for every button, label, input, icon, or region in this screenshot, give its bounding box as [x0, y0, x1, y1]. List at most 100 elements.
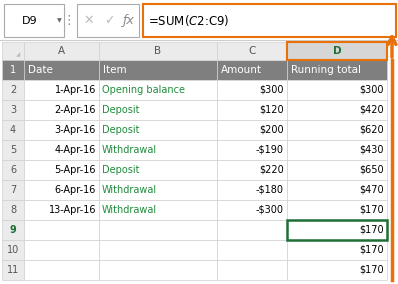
Bar [287, 200, 387, 220]
Bar [99, 100, 217, 120]
Bar [2, 200, 24, 220]
Text: -$180: -$180 [256, 185, 284, 195]
Text: 2: 2 [10, 85, 16, 95]
Text: 7: 7 [10, 185, 16, 195]
Bar [2, 42, 24, 60]
Text: Withdrawal: Withdrawal [102, 145, 157, 155]
Bar [287, 120, 387, 140]
Text: $620: $620 [359, 125, 384, 135]
Bar [287, 180, 387, 200]
Bar [24, 42, 99, 60]
Text: 1-Apr-16: 1-Apr-16 [55, 85, 96, 95]
Bar [287, 60, 387, 80]
Text: 4-Apr-16: 4-Apr-16 [55, 145, 96, 155]
Bar [24, 140, 99, 160]
Text: Deposit: Deposit [102, 165, 140, 175]
Text: C: C [248, 46, 256, 56]
Text: $170: $170 [359, 265, 384, 275]
Bar [287, 220, 387, 240]
Text: D: D [333, 46, 341, 56]
Text: ✕: ✕ [84, 14, 94, 27]
Bar [2, 240, 24, 260]
Text: $170: $170 [359, 245, 384, 255]
Text: $170: $170 [359, 225, 384, 235]
Bar [2, 180, 24, 200]
Bar [99, 180, 217, 200]
Text: Running total: Running total [291, 65, 361, 75]
Bar [217, 80, 287, 100]
Bar [24, 160, 99, 180]
Bar [24, 200, 99, 220]
Bar [2, 260, 24, 280]
Text: ✓: ✓ [104, 14, 114, 27]
Text: $120: $120 [259, 105, 284, 115]
Bar [99, 80, 217, 100]
Bar [99, 200, 217, 220]
Text: 11: 11 [7, 265, 19, 275]
Bar [2, 100, 24, 120]
Bar [24, 220, 99, 240]
Bar [217, 220, 287, 240]
Text: $200: $200 [259, 125, 284, 135]
Bar [287, 100, 387, 120]
Bar [287, 42, 387, 60]
Bar [217, 120, 287, 140]
Bar [217, 240, 287, 260]
Bar [217, 200, 287, 220]
Bar [217, 160, 287, 180]
Text: =SUM($C$2:C9): =SUM($C$2:C9) [148, 13, 230, 28]
Bar [217, 60, 287, 80]
Text: ◢: ◢ [16, 52, 20, 57]
Text: $220: $220 [259, 165, 284, 175]
Text: 1: 1 [10, 65, 16, 75]
Bar [217, 42, 287, 60]
Bar [2, 120, 24, 140]
Text: $420: $420 [359, 105, 384, 115]
Bar [99, 160, 217, 180]
Bar [287, 260, 387, 280]
Text: Deposit: Deposit [102, 125, 140, 135]
Bar [24, 100, 99, 120]
Bar [2, 220, 24, 240]
Bar [287, 140, 387, 160]
Text: 9: 9 [10, 225, 16, 235]
Text: $650: $650 [359, 165, 384, 175]
Bar [99, 42, 217, 60]
Text: B: B [154, 46, 162, 56]
Text: 5-Apr-16: 5-Apr-16 [55, 165, 96, 175]
Bar [24, 80, 99, 100]
Bar [24, 240, 99, 260]
Text: ƒx: ƒx [123, 14, 135, 27]
Bar [77, 4, 139, 37]
Text: Item: Item [103, 65, 127, 75]
Text: 3-Apr-16: 3-Apr-16 [55, 125, 96, 135]
Bar [287, 42, 387, 60]
Bar [143, 4, 396, 37]
Bar [24, 260, 99, 280]
Text: 8: 8 [10, 205, 16, 215]
Text: $430: $430 [359, 145, 384, 155]
Bar [217, 140, 287, 160]
Bar [99, 220, 217, 240]
Text: 13-Apr-16: 13-Apr-16 [49, 205, 96, 215]
Text: Opening balance: Opening balance [102, 85, 185, 95]
Text: -$300: -$300 [256, 205, 284, 215]
Bar [2, 60, 24, 80]
Bar [217, 260, 287, 280]
Bar [0, 0, 398, 40]
Bar [287, 80, 387, 100]
Text: D9: D9 [21, 16, 37, 26]
Bar [4, 4, 64, 37]
Bar [99, 140, 217, 160]
Text: ⋮: ⋮ [63, 14, 75, 27]
Text: Date: Date [28, 65, 53, 75]
Bar [2, 80, 24, 100]
Bar [99, 240, 217, 260]
Text: $300: $300 [259, 85, 284, 95]
Text: 2-Apr-16: 2-Apr-16 [55, 105, 96, 115]
Bar [24, 180, 99, 200]
Bar [2, 160, 24, 180]
Text: Amount: Amount [221, 65, 262, 75]
Bar [99, 120, 217, 140]
Text: 6-Apr-16: 6-Apr-16 [55, 185, 96, 195]
